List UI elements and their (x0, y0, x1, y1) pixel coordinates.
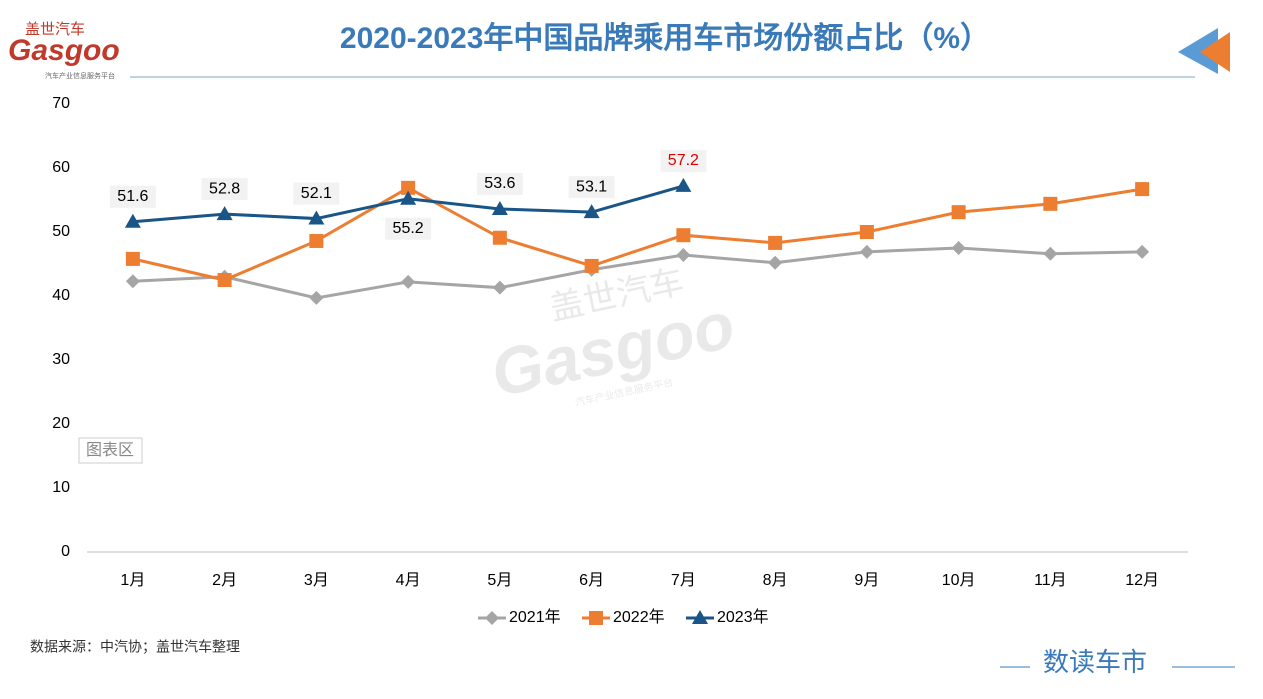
series-line (132, 246, 1143, 300)
label-bg (476, 172, 523, 195)
watermark: 盖世汽车 Gasgoo 汽车产业信息服务平台 (485, 263, 741, 411)
marker (217, 273, 232, 287)
marker (485, 611, 499, 625)
marker (309, 233, 324, 248)
x-tick-label: 10月 (942, 572, 976, 589)
marker (308, 210, 325, 225)
x-tick-label: 12月 (1125, 572, 1159, 589)
legend-label: 2023年 (717, 608, 769, 626)
marker (1043, 246, 1058, 261)
legend-label: 2021年 (509, 608, 561, 626)
marker (692, 610, 708, 624)
deco-arrow (1178, 28, 1218, 74)
y-tick-label: 50 (52, 223, 70, 240)
data-label: 52.1 (301, 185, 332, 202)
marker (584, 258, 599, 273)
marker (124, 213, 141, 228)
marker (859, 225, 874, 239)
data-label: 57.2 (668, 152, 699, 169)
marker (309, 290, 324, 305)
marker (583, 204, 600, 219)
marker (768, 255, 783, 270)
data-label: 53.1 (576, 178, 607, 195)
marker (951, 205, 966, 220)
tooltip-box (78, 437, 143, 464)
marker (951, 241, 966, 255)
marker (216, 206, 233, 221)
x-tick-label: 1月 (120, 572, 145, 589)
marker (676, 228, 691, 243)
label-bg (660, 149, 707, 172)
x-tick-label: 11月 (1034, 572, 1067, 589)
logo-en: Gasgoo (8, 34, 120, 67)
y-tick-label: 40 (52, 287, 70, 304)
y-tick-label: 70 (52, 95, 70, 112)
tooltip: 图表区 (86, 441, 134, 459)
marker (125, 251, 140, 266)
marker (859, 244, 874, 259)
data-label: 52.8 (209, 180, 240, 197)
data-label: 53.6 (484, 175, 515, 192)
deco-arrow (1200, 32, 1230, 72)
plot: 0 10 20 30 40 50 60 70 1月 2月 3月 4月 5月 6月 7月 8月 9月 10月 11月 1… (52, 95, 1188, 626)
marker (589, 611, 603, 625)
x-tick-label: 2月 (212, 572, 237, 589)
logo-tagline: 汽车产业信息服务平台 (45, 71, 115, 80)
x-tick-label: 8月 (763, 572, 788, 589)
label-bg (385, 217, 432, 240)
marker (676, 248, 691, 263)
marker (1135, 182, 1150, 197)
marker (400, 190, 417, 205)
x-tick-label: 3月 (304, 572, 329, 589)
marker (492, 280, 507, 295)
marker (401, 180, 416, 195)
marker (125, 274, 140, 289)
marker (401, 274, 416, 289)
y-tick-label: 20 (52, 415, 70, 432)
data-label: 55.2 (393, 220, 424, 237)
x-tick-label: 7月 (671, 572, 696, 589)
marker (492, 230, 507, 245)
y-tick-label: 60 (52, 159, 70, 176)
x-tick-label: 6月 (579, 572, 604, 589)
y-tick-label: 30 (52, 351, 70, 368)
chart-title: 2020-2023年中国品牌乘用车市场份额占比（%） (340, 21, 990, 55)
legend-label: 2022年 (613, 608, 665, 626)
y-tick-label: 10 (52, 479, 70, 496)
label-bg (109, 185, 156, 208)
marker (768, 235, 783, 250)
marker (1043, 196, 1058, 211)
x-tick-label: 4月 (396, 572, 421, 589)
x-tick-label: 5月 (487, 572, 512, 589)
data-label: 51.6 (117, 188, 148, 205)
footer-brand: 数读车市 (1043, 647, 1147, 677)
label-bg (568, 176, 615, 199)
source: 数据来源：中汽协；盖世汽车整理 (30, 639, 240, 656)
y-tick-label: 0 (61, 543, 70, 560)
x-tick-label: 9月 (854, 572, 879, 589)
marker (1135, 244, 1150, 259)
label-bg (201, 178, 248, 201)
label-bg (293, 182, 340, 205)
marker (675, 177, 692, 192)
marker (491, 200, 508, 215)
series-line (132, 186, 1143, 282)
logo-cn: 盖世汽车 (25, 21, 85, 38)
